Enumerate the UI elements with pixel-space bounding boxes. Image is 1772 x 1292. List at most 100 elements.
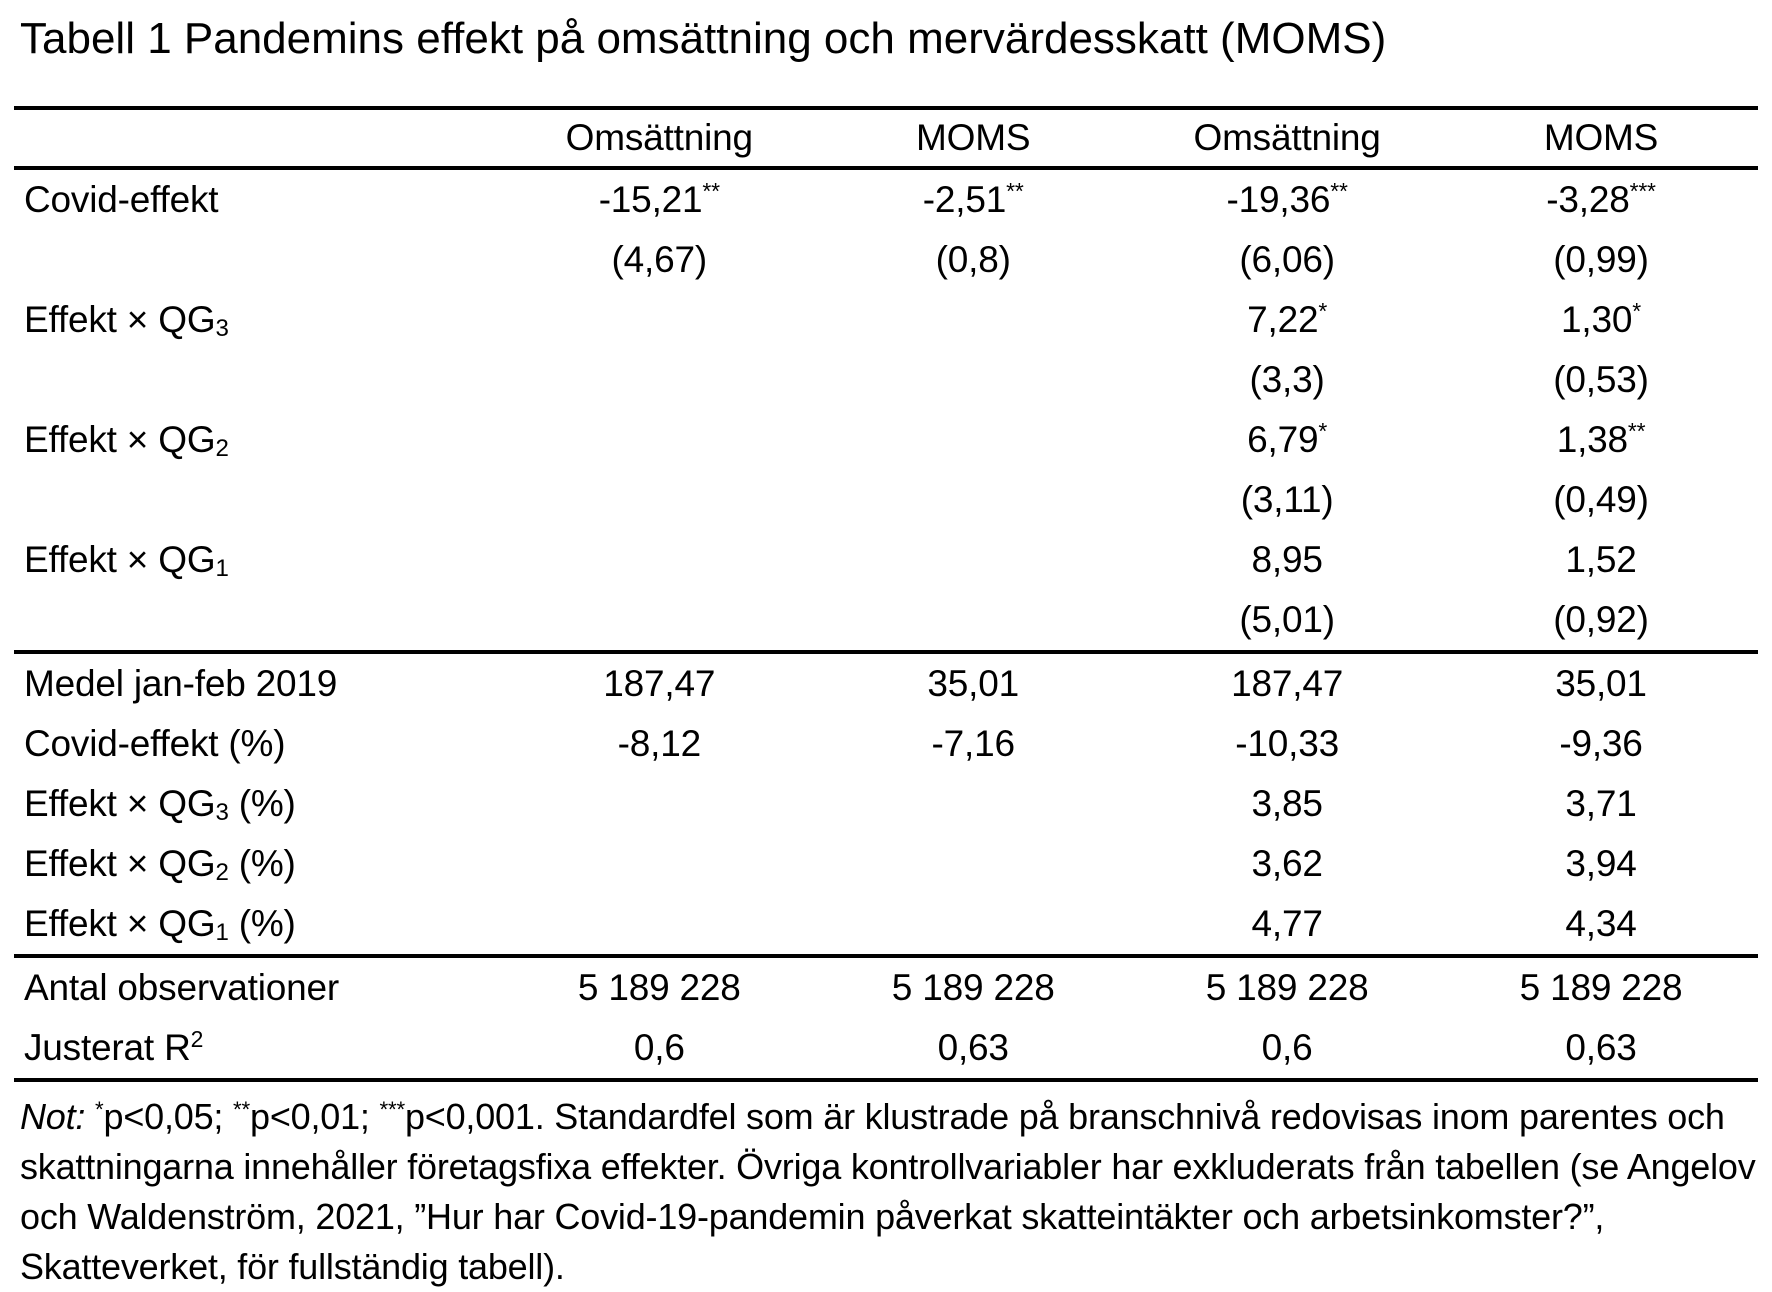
value-cell: 5 189 228 <box>577 967 741 1008</box>
row-label: Antal observationer <box>24 967 339 1008</box>
value-cell: -7,16 <box>931 723 1016 764</box>
row-label: Medel jan-feb 2019 <box>24 663 338 704</box>
value-cell <box>502 470 816 530</box>
row-label: Covid-effekt <box>24 179 219 220</box>
value-cell <box>502 410 816 470</box>
value-cell <box>816 290 1130 350</box>
value-cell: 0,63 <box>937 1027 1009 1068</box>
value-cell: 3,71 <box>1565 783 1637 824</box>
value-cell <box>816 530 1130 590</box>
value-cell <box>816 834 1130 894</box>
value-cell: 3,85 <box>1251 783 1323 824</box>
value-cell: -3,28*** <box>1546 178 1656 220</box>
value-cell: (3,11) <box>1240 479 1334 520</box>
value-cell: -15,21** <box>598 178 720 220</box>
header-row: Omsättning MOMS Omsättning MOMS <box>14 108 1758 168</box>
table-row: Effekt × QG3 (%) 3,85 3,71 <box>14 774 1758 834</box>
document-page: Tabell 1 Pandemins effekt på omsättning … <box>14 12 1758 1292</box>
value-cell <box>816 470 1130 530</box>
value-cell: -2,51** <box>922 178 1024 220</box>
value-cell <box>502 834 816 894</box>
value-cell: 187,47 <box>603 663 716 704</box>
value-cell <box>816 774 1130 834</box>
value-cell <box>502 894 816 956</box>
value-cell: 4,34 <box>1565 903 1637 944</box>
value-cell: 1,30* <box>1561 298 1641 340</box>
column-header-moms-2: MOMS <box>1543 117 1659 158</box>
table-row: Antal observationer 5 189 228 5 189 228 5 1… <box>14 956 1758 1018</box>
row-label: Effekt × QG2 (%) <box>24 843 296 887</box>
table-row: Effekt × QG1 8,95 1,52 <box>14 530 1758 590</box>
value-cell: 6,79* <box>1247 418 1328 460</box>
value-cell <box>502 290 816 350</box>
row-label: Effekt × QG1 (%) <box>24 903 296 947</box>
table-row: Effekt × QG3 7,22* 1,30* <box>14 290 1758 350</box>
value-cell: (0,92) <box>1553 599 1649 640</box>
column-header-omsattning-1: Omsättning <box>565 117 753 158</box>
table-row: Medel jan-feb 2019 187,47 35,01 187,47 35,01 <box>14 652 1758 714</box>
table-row: Covid-effekt -15,21** -2,51** -19,36** -3,28… <box>14 168 1758 230</box>
value-cell: (0,49) <box>1553 479 1649 520</box>
table-row: (4,67) (0,8) (6,06) (0,99) <box>14 230 1758 290</box>
table-note: Not: *p<0,05; **p<0,01; ***p<0,001. Stan… <box>20 1096 1756 1287</box>
value-cell: (6,06) <box>1239 239 1335 280</box>
value-cell <box>502 350 816 410</box>
value-cell <box>816 410 1130 470</box>
row-label <box>14 470 502 530</box>
value-cell: -9,36 <box>1559 723 1643 764</box>
row-label <box>14 350 502 410</box>
value-cell: -10,33 <box>1235 723 1339 764</box>
value-cell: 7,22* <box>1247 298 1328 340</box>
table-row: (3,11) (0,49) <box>14 470 1758 530</box>
value-cell: 5 189 228 <box>891 967 1055 1008</box>
row-label: Effekt × QG3 (%) <box>24 783 296 827</box>
value-cell: 3,94 <box>1565 843 1637 884</box>
row-label: Justerat R2 <box>24 1026 204 1068</box>
row-label <box>14 230 502 290</box>
value-cell: (5,01) <box>1239 599 1335 640</box>
value-cell: 0,6 <box>633 1027 685 1068</box>
value-cell: -8,12 <box>617 723 702 764</box>
value-cell: 3,62 <box>1251 843 1323 884</box>
value-cell: 0,63 <box>1565 1027 1637 1068</box>
table-row: Effekt × QG2 (%) 3,62 3,94 <box>14 834 1758 894</box>
page-title: Tabell 1 Pandemins effekt på omsättning … <box>20 14 1387 63</box>
row-label: Covid-effekt (%) <box>24 723 286 764</box>
table-row: Effekt × QG1 (%) 4,77 4,34 <box>14 894 1758 956</box>
value-cell: 35,01 <box>1555 663 1647 704</box>
row-label <box>14 590 502 652</box>
value-cell <box>502 590 816 652</box>
row-label: Effekt × QG3 <box>24 299 229 343</box>
value-cell <box>816 894 1130 956</box>
section-model-stats: Antal observationer 5 189 228 5 189 228 5 1… <box>14 956 1758 1080</box>
value-cell: 35,01 <box>927 663 1019 704</box>
section-coefficients: Covid-effekt -15,21** -2,51** -19,36** -3,28… <box>14 168 1758 652</box>
column-header-omsattning-2: Omsättning <box>1193 117 1381 158</box>
value-cell: 5 189 228 <box>1205 967 1369 1008</box>
results-table: Omsättning MOMS Omsättning MOMS Covid-ef… <box>14 106 1758 1082</box>
row-label: Effekt × QG2 <box>24 419 229 463</box>
value-cell: 0,6 <box>1261 1027 1313 1068</box>
value-cell: (4,67) <box>611 239 708 280</box>
table-row: Covid-effekt (%) -8,12 -7,16 -10,33 -9,36 <box>14 714 1758 774</box>
value-cell: 1,38** <box>1556 418 1646 460</box>
value-cell <box>816 590 1130 652</box>
value-cell <box>502 530 816 590</box>
value-cell: (0,53) <box>1553 359 1649 400</box>
table-row: (5,01) (0,92) <box>14 590 1758 652</box>
section-means-and-percent: Medel jan-feb 2019 187,47 35,01 187,47 35,01… <box>14 652 1758 956</box>
column-header-moms-1: MOMS <box>916 117 1031 158</box>
table-row: (3,3) (0,53) <box>14 350 1758 410</box>
table-header: Omsättning MOMS Omsättning MOMS <box>14 108 1758 168</box>
value-cell: 4,77 <box>1251 903 1323 944</box>
value-cell: (0,99) <box>1553 239 1649 280</box>
value-cell <box>502 774 816 834</box>
header-empty-cell <box>14 108 502 168</box>
value-cell: 5 189 228 <box>1519 967 1683 1008</box>
value-cell: (3,3) <box>1249 359 1325 400</box>
table-row: Effekt × QG2 6,79* 1,38** <box>14 410 1758 470</box>
table-row: Justerat R2 0,6 0,63 0,6 0,63 <box>14 1018 1758 1080</box>
value-cell: (0,8) <box>935 239 1011 280</box>
value-cell: 8,95 <box>1251 539 1323 580</box>
value-cell: -19,36** <box>1226 178 1348 220</box>
